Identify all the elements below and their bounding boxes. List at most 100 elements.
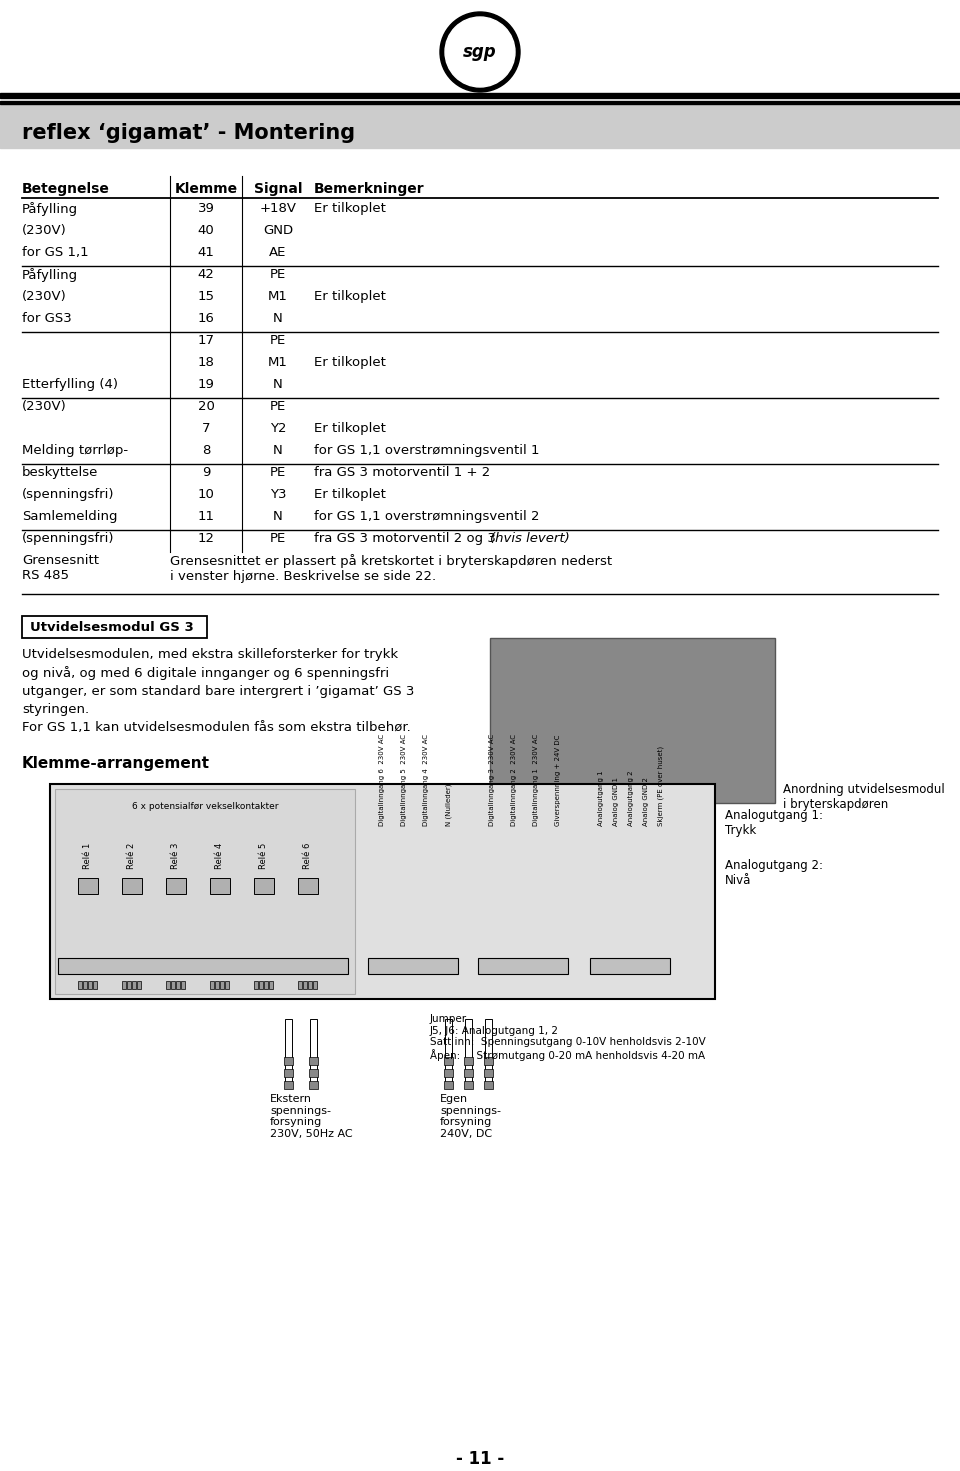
Text: (230V): (230V) bbox=[22, 224, 67, 237]
Text: PE: PE bbox=[270, 400, 286, 413]
Bar bbox=[0, 93, 960, 99]
Bar bbox=[284, 1058, 293, 1065]
Text: M1: M1 bbox=[268, 290, 288, 303]
Text: N (Nulleder): N (Nulleder) bbox=[445, 784, 451, 827]
Text: Grensesnitt
RS 485: Grensesnitt RS 485 bbox=[22, 555, 99, 583]
Bar bbox=[122, 878, 142, 894]
Text: Digitalinngang 1  230V AC: Digitalinngang 1 230V AC bbox=[533, 734, 539, 827]
Text: 11: 11 bbox=[198, 510, 214, 524]
Text: Analogutgang 1: Analogutgang 1 bbox=[598, 771, 604, 827]
Text: Signal: Signal bbox=[253, 182, 302, 196]
Text: PE: PE bbox=[270, 268, 286, 281]
Bar bbox=[254, 878, 274, 894]
Text: 8: 8 bbox=[202, 444, 210, 457]
Bar bbox=[181, 981, 185, 989]
Text: for GS 1,1: for GS 1,1 bbox=[22, 246, 88, 259]
Bar bbox=[254, 981, 258, 989]
Text: 7: 7 bbox=[202, 422, 210, 435]
Bar bbox=[484, 1058, 493, 1065]
Text: fra GS 3 motorventil 1 + 2: fra GS 3 motorventil 1 + 2 bbox=[314, 466, 491, 480]
Bar bbox=[215, 981, 219, 989]
Text: Analogutgang 2: Analogutgang 2 bbox=[628, 771, 634, 827]
Text: 12: 12 bbox=[198, 533, 214, 544]
Text: Relé 5: Relé 5 bbox=[259, 843, 269, 869]
Text: Bemerkninger: Bemerkninger bbox=[314, 182, 424, 196]
Bar bbox=[298, 878, 318, 894]
Bar bbox=[444, 1069, 453, 1077]
Text: N: N bbox=[274, 510, 283, 524]
Text: Y3: Y3 bbox=[270, 488, 286, 502]
Bar bbox=[127, 981, 131, 989]
Text: Giverspennning + 24V DC: Giverspennning + 24V DC bbox=[555, 734, 561, 827]
Bar bbox=[0, 101, 960, 104]
Text: Digitalinngang 3  230V AC: Digitalinngang 3 230V AC bbox=[489, 734, 495, 827]
Bar bbox=[58, 958, 348, 974]
Text: fra GS 3 motorventil 2 og 3: fra GS 3 motorventil 2 og 3 bbox=[314, 533, 500, 544]
Bar bbox=[444, 1081, 453, 1089]
Text: beskyttelse: beskyttelse bbox=[22, 466, 98, 480]
Text: PE: PE bbox=[270, 533, 286, 544]
Text: Klemme-arrangement: Klemme-arrangement bbox=[22, 756, 210, 771]
Bar bbox=[122, 981, 126, 989]
Bar bbox=[485, 1019, 492, 1084]
Text: Grensesnittet er plassert på kretskortet i bryterskapdøren nederst
i venster hjø: Grensesnittet er plassert på kretskortet… bbox=[170, 555, 612, 583]
Bar bbox=[464, 1058, 473, 1065]
Text: 9: 9 bbox=[202, 466, 210, 480]
Text: N: N bbox=[274, 378, 283, 391]
Text: 10: 10 bbox=[198, 488, 214, 502]
Text: Ekstern
spennings-
forsyning
230V, 50Hz AC: Ekstern spennings- forsyning 230V, 50Hz … bbox=[270, 1094, 352, 1139]
Text: Egen
spennings-
forsyning
240V, DC: Egen spennings- forsyning 240V, DC bbox=[440, 1094, 501, 1139]
Text: 15: 15 bbox=[198, 290, 214, 303]
Text: Skjerm (PE over huset): Skjerm (PE over huset) bbox=[658, 746, 664, 827]
Bar bbox=[55, 788, 355, 994]
Text: Er tilkoplet: Er tilkoplet bbox=[314, 422, 386, 435]
Bar bbox=[309, 1081, 318, 1089]
Bar bbox=[50, 784, 715, 999]
Bar bbox=[284, 1069, 293, 1077]
Bar bbox=[308, 981, 312, 989]
Text: - 11 -: - 11 - bbox=[456, 1450, 504, 1468]
Bar bbox=[285, 1019, 292, 1084]
Text: Er tilkoplet: Er tilkoplet bbox=[314, 290, 386, 303]
Bar bbox=[88, 981, 92, 989]
Text: Relé 4: Relé 4 bbox=[215, 843, 225, 869]
Text: Utvidelsesmodulen, med ekstra skilleforsterker for trykk
og nivå, og med 6 digit: Utvidelsesmodulen, med ekstra skillefors… bbox=[22, 649, 415, 716]
Text: +18V: +18V bbox=[259, 202, 297, 215]
Text: 41: 41 bbox=[198, 246, 214, 259]
Bar bbox=[284, 1081, 293, 1089]
Text: (230V): (230V) bbox=[22, 290, 67, 303]
Text: Digitalinngang 6  230V AC: Digitalinngang 6 230V AC bbox=[379, 734, 385, 827]
Bar bbox=[83, 981, 87, 989]
Text: 20: 20 bbox=[198, 400, 214, 413]
Text: 40: 40 bbox=[198, 224, 214, 237]
Text: i bryterskapdøren: i bryterskapdøren bbox=[783, 797, 888, 811]
Circle shape bbox=[445, 18, 515, 87]
Text: 19: 19 bbox=[198, 378, 214, 391]
Text: Y2: Y2 bbox=[270, 422, 286, 435]
Text: Analogutgang 1:
Trykk: Analogutgang 1: Trykk bbox=[725, 809, 823, 837]
Bar bbox=[590, 958, 670, 974]
Text: Analogutgang 2:
Nivå: Analogutgang 2: Nivå bbox=[725, 859, 823, 887]
Text: for GS 1,1 overstrømningsventil 2: for GS 1,1 overstrømningsventil 2 bbox=[314, 510, 540, 524]
Text: Utvidelsesmodul GS 3: Utvidelsesmodul GS 3 bbox=[30, 621, 194, 634]
Text: Betegnelse: Betegnelse bbox=[22, 182, 109, 196]
Text: (230V): (230V) bbox=[22, 400, 67, 413]
Bar bbox=[368, 958, 458, 974]
Bar bbox=[484, 1081, 493, 1089]
Bar bbox=[93, 981, 97, 989]
Text: Jumper
J5, J6: Analogutgang 1, 2
Satt inn:  Spenningsutgang 0-10V henholdsvis 2-: Jumper J5, J6: Analogutgang 1, 2 Satt in… bbox=[430, 1014, 706, 1061]
Bar bbox=[309, 1069, 318, 1077]
Text: For GS 1,1 kan utvidelsesmodulen fås som ekstra tilbehør.: For GS 1,1 kan utvidelsesmodulen fås som… bbox=[22, 721, 411, 734]
Text: PE: PE bbox=[270, 466, 286, 480]
Bar bbox=[22, 616, 207, 638]
Bar bbox=[0, 103, 960, 149]
Text: Melding tørrløp-: Melding tørrløp- bbox=[22, 444, 128, 457]
Text: 18: 18 bbox=[198, 356, 214, 369]
Bar bbox=[464, 1069, 473, 1077]
Bar bbox=[210, 878, 230, 894]
Bar bbox=[309, 1058, 318, 1065]
Text: 6 x potensialfør vekselkontakter: 6 x potensialfør vekselkontakter bbox=[132, 802, 278, 811]
Text: GND: GND bbox=[263, 224, 293, 237]
Bar bbox=[269, 981, 273, 989]
Text: Digitalinngang 5  230V AC: Digitalinngang 5 230V AC bbox=[401, 734, 407, 827]
